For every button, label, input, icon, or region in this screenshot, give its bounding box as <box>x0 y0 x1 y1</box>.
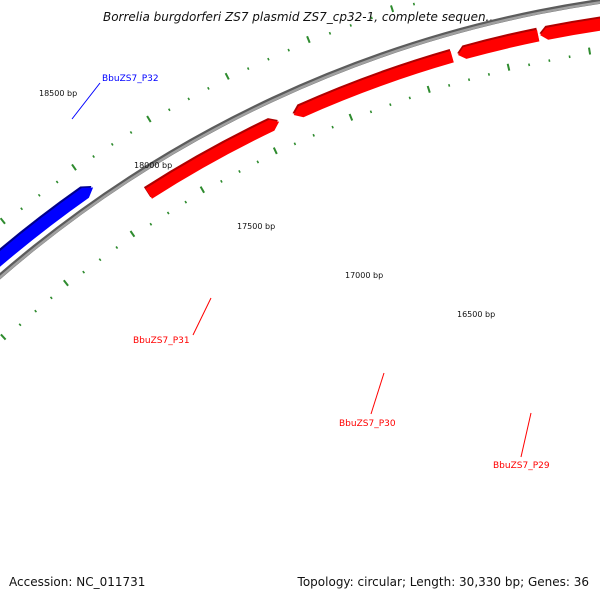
position-labels: 18500 bp 18000 bp 17500 bp 17000 bp 1650… <box>39 89 495 319</box>
position-label: 18500 bp <box>39 89 77 98</box>
gene-label-leader <box>370 372 385 415</box>
major-tick <box>0 333 7 341</box>
minor-tick <box>287 48 290 52</box>
minor-tick <box>92 155 95 159</box>
minor-tick <box>82 270 86 274</box>
minor-tick <box>370 16 373 20</box>
gene-feature-p29[interactable] <box>457 27 540 59</box>
minor-tick <box>267 57 270 61</box>
major-tick <box>0 217 6 225</box>
major-tick <box>588 47 592 55</box>
major-tick <box>506 63 511 71</box>
minor-tick <box>467 78 471 82</box>
minor-tick <box>149 222 153 226</box>
position-label: 17500 bp <box>237 222 275 231</box>
minor-tick <box>168 108 171 112</box>
gene-feature-p32[interactable] <box>0 186 94 437</box>
sequence-summary-text: Topology: circular; Length: 30,330 bp; G… <box>297 575 589 589</box>
gene-label-leader <box>520 412 532 458</box>
plasmid-backbone <box>0 0 600 280</box>
minor-tick <box>220 179 223 183</box>
minor-tick <box>349 24 352 27</box>
position-label: 18000 bp <box>134 161 172 170</box>
major-tick <box>146 115 152 123</box>
gene-labels: BbuZS7_P32 BbuZS7_P31 BbuZS7_P30 BbuZS7_… <box>71 74 550 471</box>
minor-tick <box>412 2 416 6</box>
major-tick <box>348 113 354 121</box>
minor-tick <box>129 130 133 134</box>
minor-tick <box>20 207 24 211</box>
accession-text: Accession: NC_011731 <box>9 575 146 589</box>
gene-feature-p30[interactable] <box>292 49 454 118</box>
minor-tick <box>328 31 332 35</box>
minor-tick <box>18 323 22 327</box>
gene-track <box>0 15 600 437</box>
gene-label-leader <box>71 82 101 120</box>
minor-tick <box>238 170 241 173</box>
major-tick <box>306 35 311 44</box>
position-label: 16500 bp <box>457 310 495 319</box>
major-tick <box>426 85 431 93</box>
minor-tick <box>187 97 191 101</box>
major-tick <box>63 279 69 287</box>
minor-tick <box>55 180 59 184</box>
minor-tick <box>166 211 170 215</box>
minor-tick <box>293 142 297 146</box>
major-tick <box>71 163 77 171</box>
gene-label-p32[interactable]: BbuZS7_P32 <box>102 74 159 84</box>
minor-tick <box>98 258 102 262</box>
minor-tick <box>528 63 531 67</box>
minor-tick <box>110 142 114 146</box>
minor-tick <box>115 246 119 250</box>
minor-tick <box>408 96 411 100</box>
outer-tick-ring <box>0 2 416 225</box>
gene-label-p29[interactable]: BbuZS7_P29 <box>493 461 550 471</box>
minor-tick <box>246 67 250 71</box>
minor-tick <box>49 296 53 300</box>
major-tick <box>224 72 230 80</box>
minor-tick <box>184 200 188 204</box>
gene-label-leader <box>192 297 212 336</box>
minor-tick <box>37 193 41 197</box>
minor-tick <box>389 103 392 107</box>
gene-label-p30[interactable]: BbuZS7_P30 <box>339 419 396 429</box>
major-tick <box>390 5 395 13</box>
minor-tick <box>34 309 38 313</box>
minor-tick <box>331 125 334 129</box>
position-label: 17000 bp <box>345 271 383 280</box>
minor-tick <box>256 160 260 164</box>
gene-feature-p31[interactable] <box>143 118 280 199</box>
minor-tick <box>487 72 491 76</box>
major-tick <box>129 230 136 238</box>
minor-tick <box>548 59 551 62</box>
minor-tick <box>207 86 210 90</box>
major-tick <box>199 186 205 194</box>
minor-tick <box>369 110 373 114</box>
gene-label-p31[interactable]: BbuZS7_P31 <box>133 336 190 346</box>
major-tick <box>272 147 278 155</box>
map-title: Borrelia burgdorferi ZS7 plasmid ZS7_cp3… <box>102 10 498 24</box>
gene-feature-p28-partial[interactable] <box>539 15 600 40</box>
minor-tick <box>312 133 315 137</box>
inner-tick-ring <box>0 47 592 341</box>
minor-tick <box>448 83 451 87</box>
